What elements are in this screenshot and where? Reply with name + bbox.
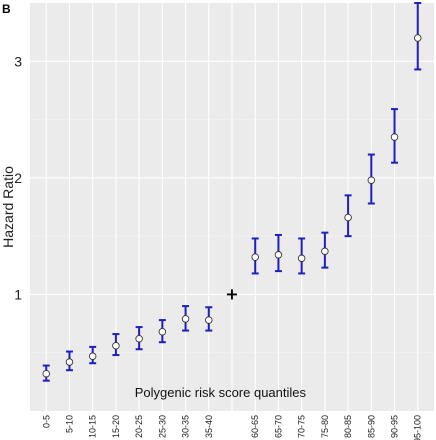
x-tick-label: 25-30 xyxy=(157,415,167,438)
x-tick-label: 90-95 xyxy=(390,415,400,438)
y-tick-label: 3 xyxy=(14,53,22,69)
x-tick-label: 35-40 xyxy=(204,415,214,438)
reference-marker: + xyxy=(225,284,238,303)
x-tick-label: 10-15 xyxy=(88,415,98,438)
reference-group: + xyxy=(225,284,238,303)
data-point xyxy=(158,327,167,336)
data-point xyxy=(65,358,74,366)
x-tick-label: 60-65 xyxy=(250,415,260,438)
data-point xyxy=(181,315,190,323)
data-point xyxy=(274,251,283,259)
data-point xyxy=(88,352,97,360)
data-point xyxy=(205,316,213,324)
data-point xyxy=(321,247,329,256)
data-point xyxy=(367,176,376,184)
data-point xyxy=(297,254,306,263)
data-point xyxy=(135,334,143,343)
data-points xyxy=(42,34,422,378)
x-tick-label: 70-75 xyxy=(297,415,307,438)
x-tick-label: 30-35 xyxy=(181,415,191,438)
data-point xyxy=(42,369,51,378)
data-point xyxy=(112,341,120,350)
x-tick-label: 20-25 xyxy=(134,415,144,438)
x-tick-label: 65-70 xyxy=(273,415,283,438)
x-axis-ticks: 0-5 5-10 10-15 15-20 20-25 25-30 30-35 35-40 60-… xyxy=(41,415,422,440)
x-tick-label: 85-90 xyxy=(366,415,376,438)
x-tick-label: 15-20 xyxy=(111,415,121,438)
y-axis-label: Hazard Ratio xyxy=(0,166,16,248)
y-tick-label: 1 xyxy=(14,286,22,302)
x-tick-label: 80-85 xyxy=(343,415,353,438)
x-tick-label: 5-10 xyxy=(64,415,74,433)
x-tick-label: 75-80 xyxy=(320,415,330,438)
panel-label: B xyxy=(2,2,11,16)
data-point xyxy=(413,34,422,42)
y-axis-ticks: 1 2 3 xyxy=(14,53,22,302)
x-tick-label: 95-100 xyxy=(413,415,423,440)
y-tick-label: 2 xyxy=(14,170,22,186)
data-point xyxy=(344,213,352,222)
x-axis-label: Polygenic risk score quantiles xyxy=(135,385,307,400)
data-point xyxy=(251,253,259,261)
data-point xyxy=(390,133,399,141)
x-tick-label: 0-5 xyxy=(41,415,51,428)
